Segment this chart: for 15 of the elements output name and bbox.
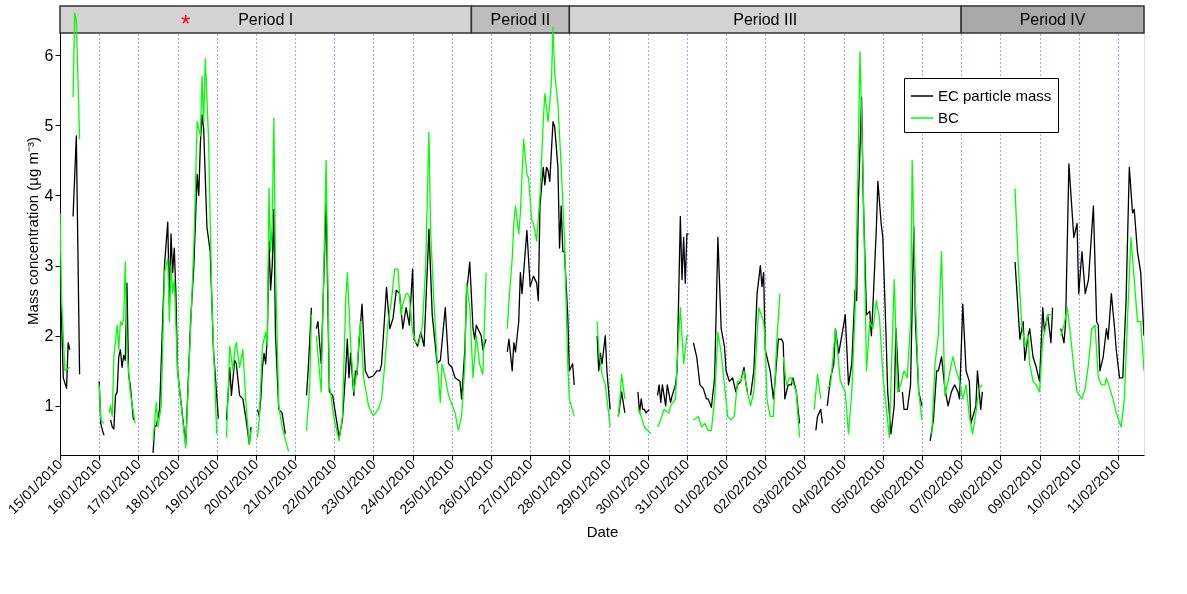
band-label: Period I — [238, 11, 294, 28]
legend-label: EC particle mass — [938, 87, 1052, 104]
y-tick-label: 3 — [44, 257, 54, 275]
legend-label: BC — [938, 109, 959, 126]
x-axis-title: Date — [586, 523, 619, 540]
band-label: Period II — [490, 11, 551, 28]
y-tick-label: 4 — [44, 186, 54, 204]
y-tick-label: 1 — [44, 397, 54, 415]
annotation: * — [181, 10, 191, 37]
y-axis-title: Mass concentration (µg m⁻³) — [23, 137, 41, 325]
y-tick-label: 6 — [44, 46, 54, 64]
y-tick-label: 5 — [44, 116, 54, 134]
band-label: Period IV — [1019, 11, 1086, 28]
band-label: Period III — [733, 11, 798, 28]
y-tick-label: 2 — [44, 327, 54, 345]
